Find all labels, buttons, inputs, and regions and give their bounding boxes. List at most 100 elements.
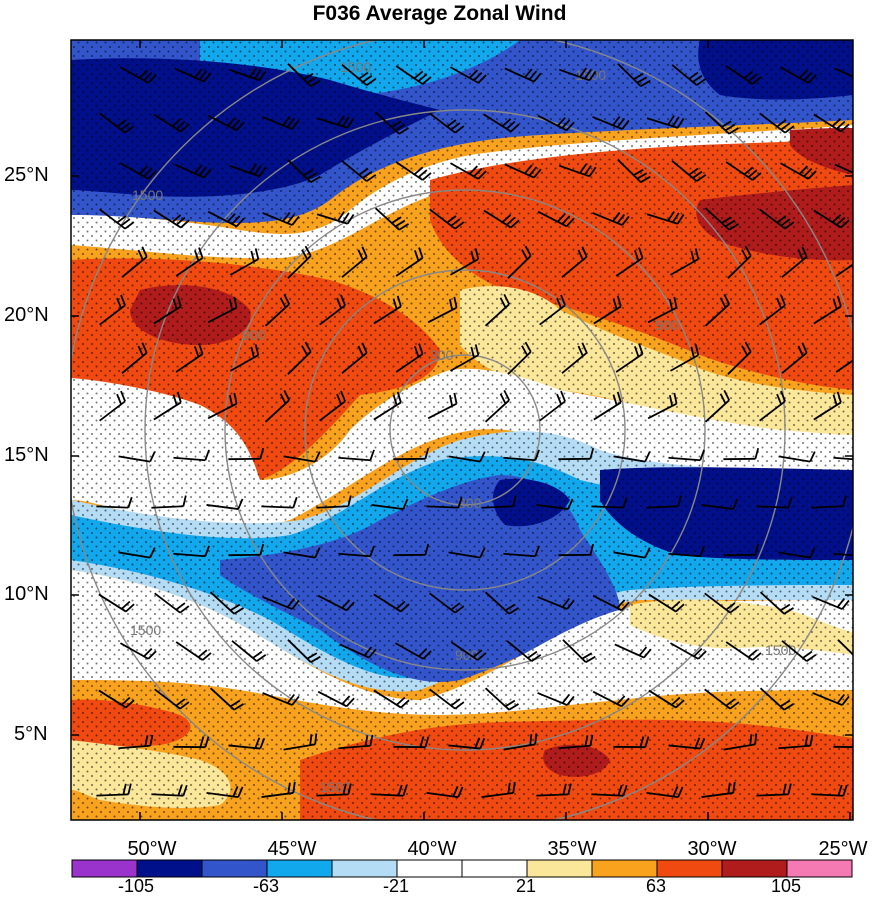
wind-barb xyxy=(837,639,853,656)
wind-barb xyxy=(503,733,538,751)
wind-barb xyxy=(484,591,519,615)
wind-barb xyxy=(615,247,644,277)
wind-barb xyxy=(99,112,135,134)
wind-barb xyxy=(287,245,312,279)
wind-barb xyxy=(484,389,510,423)
wind-barb xyxy=(154,688,190,710)
wind-barb xyxy=(429,592,465,614)
lat-label: 20°N xyxy=(4,304,49,326)
wind-barb xyxy=(537,114,575,132)
wind-barb xyxy=(174,67,212,83)
wind-barb xyxy=(207,210,245,228)
wind-barb xyxy=(287,639,321,663)
wind-barb xyxy=(98,689,135,709)
wind-barb xyxy=(426,785,464,799)
wind-barb xyxy=(317,690,355,708)
wind-barb xyxy=(341,342,368,374)
wind-barb xyxy=(835,263,853,277)
wind-barb xyxy=(118,734,154,750)
wind-barb xyxy=(671,64,707,86)
wind-barb xyxy=(427,296,458,324)
wind-barb xyxy=(374,111,409,135)
wind-barb xyxy=(373,593,410,613)
wind-barb xyxy=(592,690,630,708)
wind-barb xyxy=(373,295,402,325)
wind-barb xyxy=(536,498,574,510)
wind-barb xyxy=(371,498,409,510)
wind-barb xyxy=(449,344,480,372)
colorbar-swatch xyxy=(266,859,333,878)
wind-barb xyxy=(287,63,321,87)
wind-barb xyxy=(319,390,346,422)
colorbar-swatch xyxy=(526,859,593,878)
wind-barb xyxy=(341,64,377,86)
wind-barb xyxy=(506,640,542,662)
wind-barb xyxy=(449,162,487,180)
wind-barb xyxy=(393,543,430,557)
wind-barb xyxy=(395,65,432,85)
wind-barb xyxy=(704,389,730,423)
wind-barb xyxy=(316,211,355,225)
wind-barb xyxy=(781,640,817,662)
wind-barb xyxy=(449,248,480,276)
wind-barb xyxy=(647,392,678,420)
colorbar-swatch xyxy=(591,859,658,878)
wind-barb xyxy=(592,116,630,130)
wind-barb xyxy=(228,543,265,557)
wind-barb xyxy=(617,63,651,87)
wind-barb xyxy=(119,162,157,180)
axis-ticks xyxy=(71,40,853,820)
wind-barb xyxy=(558,163,597,178)
wind-barb xyxy=(393,447,430,461)
wind-barb xyxy=(646,211,685,225)
wind-barb xyxy=(261,496,298,509)
wind-barb xyxy=(537,596,575,610)
wind-barb xyxy=(173,545,210,558)
colorbar-label: -21 xyxy=(382,876,410,896)
map-title: F036 Average Zonal Wind xyxy=(312,2,567,25)
wind-barb xyxy=(779,162,817,180)
colorbar-label: 21 xyxy=(515,876,537,896)
contour-label: 900 xyxy=(655,317,679,333)
wind-barb xyxy=(118,451,156,463)
wind-barb xyxy=(121,246,148,278)
wind-barb xyxy=(450,641,487,661)
wind-barb xyxy=(671,160,707,182)
colorbar-label: -63 xyxy=(252,876,280,896)
wind-barb xyxy=(727,245,752,279)
wind-barb xyxy=(539,390,566,422)
wind-barb xyxy=(153,391,182,421)
wind-barb xyxy=(759,687,794,711)
contour-label: 1500 xyxy=(575,67,606,83)
wind-barb xyxy=(228,447,265,461)
colorbar-label: -105 xyxy=(117,876,155,896)
wind-barb xyxy=(813,209,850,229)
wind-barb xyxy=(283,547,321,559)
wind-barb xyxy=(426,496,463,509)
wind-barb xyxy=(781,342,808,374)
wind-barb xyxy=(484,293,510,327)
wind-barb xyxy=(96,496,133,509)
wind-barb xyxy=(96,783,132,797)
wind-barb xyxy=(613,451,651,463)
wind-barb xyxy=(228,67,267,82)
wind-barb xyxy=(833,552,853,557)
wind-barb xyxy=(537,210,575,228)
wind-barb xyxy=(394,642,432,660)
wind-barb xyxy=(481,781,516,798)
wind-barb xyxy=(229,248,260,276)
plot-frame xyxy=(70,39,854,821)
wind-barb xyxy=(151,784,188,797)
wind-barb xyxy=(648,689,685,709)
wind-barb xyxy=(206,498,244,510)
wind-barb xyxy=(704,207,739,231)
wind-barb xyxy=(427,392,458,420)
wind-barb xyxy=(264,293,290,327)
wind-barb xyxy=(833,745,853,748)
wind-barb xyxy=(319,294,346,326)
wind-barb xyxy=(262,692,300,706)
wind-barb xyxy=(812,692,850,706)
wind-barb xyxy=(207,114,245,132)
wind-barb xyxy=(373,689,410,709)
